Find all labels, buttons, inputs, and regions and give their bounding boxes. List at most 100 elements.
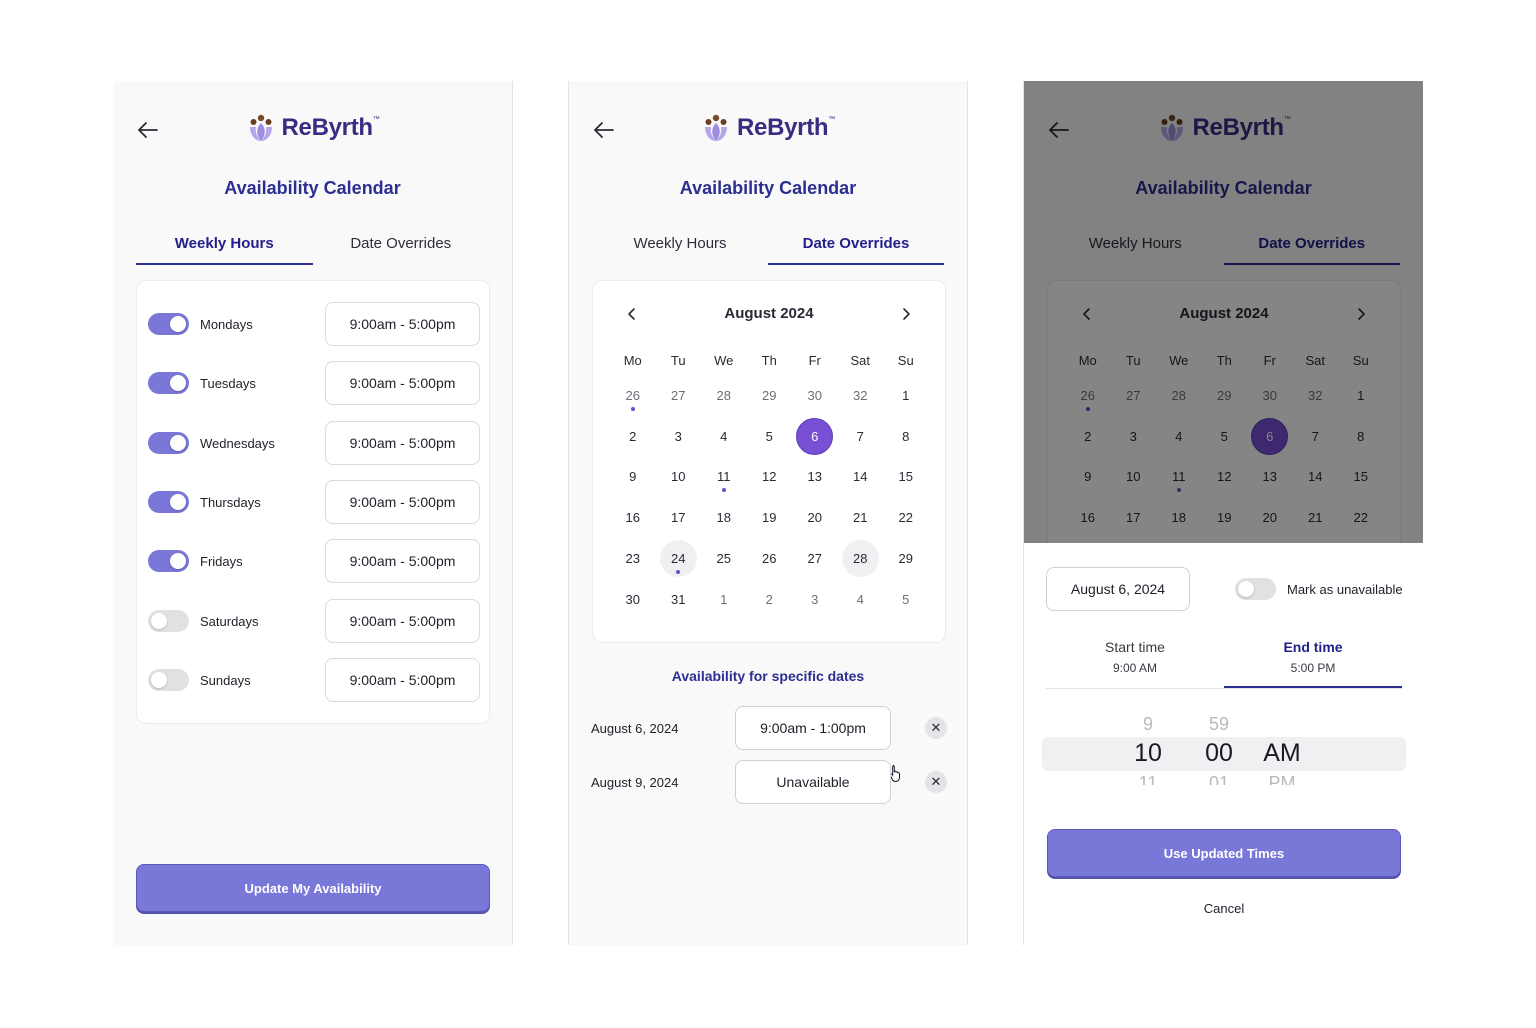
calendar-day[interactable]: 9 (629, 469, 637, 485)
calendar-day[interactable]: 12 (762, 469, 777, 485)
friday-toggle[interactable] (148, 550, 189, 572)
calendar-day[interactable]: 5 (1220, 428, 1228, 444)
calendar-day[interactable]: 7 (1311, 428, 1319, 444)
calendar-day[interactable]: 7 (856, 428, 864, 444)
remove-override-close-icon[interactable]: ✕ (925, 717, 947, 739)
period-wheel[interactable]: AM PM (1263, 739, 1301, 785)
calendar-day[interactable]: 5 (765, 428, 773, 444)
calendar-day[interactable]: 10 (671, 469, 686, 485)
hour-wheel[interactable]: 9 10 11 (1134, 714, 1162, 785)
calendar-day[interactable]: 3 (1129, 428, 1137, 444)
calendar-day[interactable]: 4 (856, 591, 864, 607)
calendar-day[interactable]: 32 (853, 387, 868, 403)
calendar-day[interactable]: 28 (1171, 387, 1186, 403)
tab-weekly-hours[interactable]: Weekly Hours (1088, 235, 1182, 252)
mark-unavailable-toggle[interactable] (1235, 578, 1276, 600)
calendar-day[interactable]: 30 (1262, 387, 1277, 403)
calendar-day[interactable]: 17 (671, 510, 686, 526)
override-date-field[interactable]: August 6, 2024 (1046, 567, 1190, 611)
calendar-day[interactable]: 11 (1156, 457, 1202, 498)
next-month-icon[interactable] (1352, 305, 1370, 323)
calendar-day[interactable]: 1 (1357, 387, 1365, 403)
calendar-day[interactable]: 16 (625, 510, 640, 526)
calendar-day[interactable]: 18 (716, 510, 731, 526)
use-updated-times-button[interactable]: Use Updated Times (1047, 829, 1401, 877)
prev-month-icon[interactable] (623, 305, 641, 323)
calendar-day[interactable]: 1 (720, 591, 728, 607)
calendar-day[interactable]: 29 (898, 551, 913, 567)
calendar-day[interactable]: 18 (1171, 510, 1186, 526)
calendar-day[interactable]: 21 (1308, 510, 1323, 526)
calendar-day[interactable]: 15 (898, 469, 913, 485)
calendar-day[interactable]: 5 (902, 591, 910, 607)
calendar-day[interactable]: 2 (1084, 428, 1092, 444)
saturday-toggle[interactable] (148, 610, 189, 632)
calendar-day[interactable]: 19 (762, 510, 777, 526)
calendar-day[interactable]: 2 (629, 428, 637, 444)
calendar-day[interactable]: 17 (1126, 510, 1141, 526)
calendar-day[interactable]: 3 (811, 591, 819, 607)
calendar-day[interactable]: 21 (853, 510, 868, 526)
calendar-day[interactable]: 9 (1084, 469, 1092, 485)
calendar-day[interactable]: 8 (902, 428, 910, 444)
thursday-toggle[interactable] (148, 491, 189, 513)
calendar-day[interactable]: 8 (1357, 428, 1365, 444)
calendar-day[interactable]: 13 (1262, 469, 1277, 485)
calendar-day[interactable]: 29 (1217, 387, 1232, 403)
tab-end-time[interactable]: End time 5:00 PM (1224, 639, 1402, 688)
calendar-day-selected[interactable]: 6 (792, 416, 838, 457)
calendar-day[interactable]: 4 (1175, 428, 1183, 444)
calendar-day-selected[interactable]: 6 (1247, 416, 1293, 457)
calendar-day[interactable]: 25 (716, 551, 731, 567)
calendar-day[interactable]: 14 (1308, 469, 1323, 485)
calendar-day[interactable]: 15 (1353, 469, 1368, 485)
calendar-day[interactable]: 30 (807, 387, 822, 403)
calendar-day[interactable]: 26 (610, 375, 656, 416)
calendar-day[interactable]: 27 (807, 551, 822, 567)
calendar-day[interactable]: 4 (720, 428, 728, 444)
wednesday-hours-field[interactable]: 9:00am - 5:00pm (325, 421, 480, 465)
remove-override-close-icon[interactable]: ✕ (925, 771, 947, 793)
calendar-day[interactable]: 1 (902, 387, 910, 403)
calendar-day[interactable]: 26 (1065, 375, 1111, 416)
tuesday-hours-field[interactable]: 9:00am - 5:00pm (325, 361, 480, 405)
calendar-day[interactable]: 2 (765, 591, 773, 607)
calendar-day[interactable]: 27 (671, 387, 686, 403)
calendar-day[interactable]: 13 (807, 469, 822, 485)
calendar-day[interactable]: 20 (807, 510, 822, 526)
override-hours-field[interactable]: Unavailable (735, 760, 891, 804)
tab-date-overrides[interactable]: Date Overrides (350, 235, 452, 252)
next-month-icon[interactable] (897, 305, 915, 323)
calendar-day[interactable]: 28 (716, 387, 731, 403)
back-arrow-icon[interactable] (593, 119, 615, 141)
tuesday-toggle[interactable] (148, 372, 189, 394)
calendar-day[interactable]: 3 (674, 428, 682, 444)
back-arrow-icon[interactable] (137, 119, 159, 141)
calendar-day[interactable]: 10 (1126, 469, 1141, 485)
calendar-day-today[interactable]: 24 (656, 538, 702, 579)
monday-hours-field[interactable]: 9:00am - 5:00pm (325, 302, 480, 346)
back-arrow-icon[interactable] (1048, 119, 1070, 141)
calendar-day[interactable]: 16 (1080, 510, 1095, 526)
calendar-day[interactable]: 20 (1262, 510, 1277, 526)
calendar-day[interactable]: 22 (898, 510, 913, 526)
tab-date-overrides[interactable]: Date Overrides (1223, 231, 1400, 265)
tab-weekly-hours[interactable]: Weekly Hours (136, 231, 313, 265)
calendar-day[interactable]: 30 (625, 591, 640, 607)
calendar-day[interactable]: 26 (762, 551, 777, 567)
saturday-hours-field[interactable]: 9:00am - 5:00pm (325, 599, 480, 643)
thursday-hours-field[interactable]: 9:00am - 5:00pm (325, 480, 480, 524)
modal-backdrop[interactable] (1024, 81, 1423, 543)
override-hours-field[interactable]: 9:00am - 1:00pm (735, 706, 891, 750)
calendar-day[interactable]: 22 (1353, 510, 1368, 526)
tab-date-overrides[interactable]: Date Overrides (768, 231, 944, 265)
monday-toggle[interactable] (148, 313, 189, 335)
calendar-day-hovered[interactable]: 28 (838, 538, 884, 579)
calendar-day[interactable]: 11 (701, 457, 747, 498)
cancel-button[interactable]: Cancel (1203, 901, 1245, 916)
calendar-day[interactable]: 19 (1217, 510, 1232, 526)
calendar-day[interactable]: 32 (1308, 387, 1323, 403)
sunday-toggle[interactable] (148, 669, 189, 691)
friday-hours-field[interactable]: 9:00am - 5:00pm (325, 539, 480, 583)
calendar-day[interactable]: 12 (1217, 469, 1232, 485)
